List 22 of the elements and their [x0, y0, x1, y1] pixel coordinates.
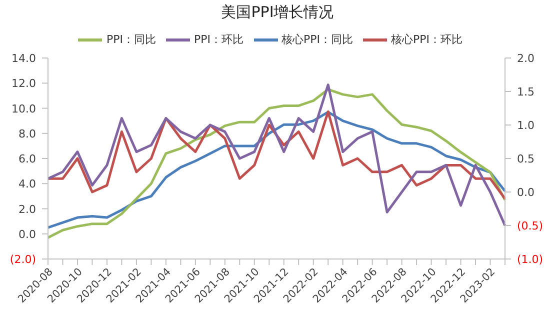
y-tick-label: (2.0) — [10, 253, 36, 266]
y-tick-label: 14.0 — [12, 52, 36, 65]
y2-tick-label: 1.0 — [517, 119, 534, 132]
legend-label: PPI：同比 — [106, 33, 156, 46]
legend-label: 核心PPI：同比 — [282, 33, 354, 46]
chart-title: 美国PPI增长情况 — [220, 2, 335, 23]
y2-tick-label: (0.5) — [517, 220, 544, 232]
legend-label: 核心PPI：环比 — [391, 33, 463, 46]
line-series — [46, 110, 506, 200]
y-tick-label: 4.0 — [18, 178, 36, 191]
legend-label: PPI：环比 — [194, 33, 244, 46]
y2-tick-label: 0.0 — [517, 186, 534, 199]
y-tick-label: 10.0 — [12, 102, 36, 116]
y-tick-label: 0.0 — [18, 228, 36, 241]
y-tick-label: 12.0 — [12, 77, 36, 90]
y2-tick-label: (1.0) — [517, 253, 544, 266]
y-tick-label: 6.0 — [18, 152, 36, 166]
y2-tick-label: 2.0 — [517, 52, 534, 65]
y-tick-label: 2.0 — [18, 202, 36, 216]
y-tick-label: 8.0 — [18, 127, 36, 140]
y2-tick-label: 1.5 — [517, 86, 534, 98]
y2-tick-label: 0.5 — [517, 152, 534, 166]
